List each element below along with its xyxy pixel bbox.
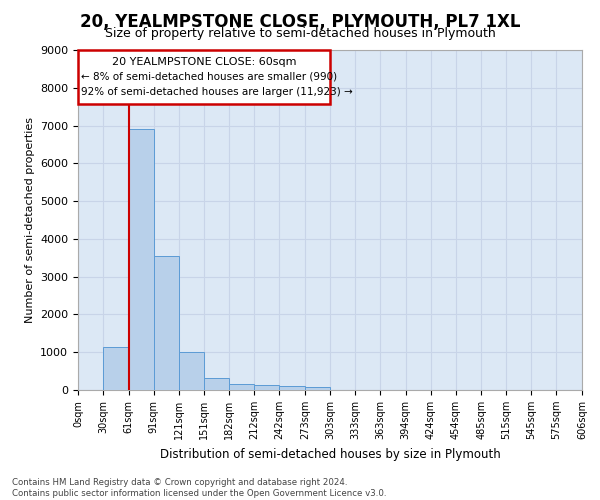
Bar xyxy=(129,130,154,390)
Bar xyxy=(103,348,129,390)
Bar xyxy=(179,352,203,390)
Text: ← 8% of semi-detached houses are smaller (990): ← 8% of semi-detached houses are smaller… xyxy=(82,72,337,82)
Text: 20 YEALMPSTONE CLOSE: 60sqm: 20 YEALMPSTONE CLOSE: 60sqm xyxy=(112,57,296,67)
Bar xyxy=(305,387,330,390)
X-axis label: Distribution of semi-detached houses by size in Plymouth: Distribution of semi-detached houses by … xyxy=(160,448,500,460)
Text: 92% of semi-detached houses are larger (11,923) →: 92% of semi-detached houses are larger (… xyxy=(82,87,353,97)
Bar xyxy=(229,384,254,390)
Bar xyxy=(154,256,179,390)
FancyBboxPatch shape xyxy=(78,50,330,104)
Bar xyxy=(203,378,229,390)
Text: Size of property relative to semi-detached houses in Plymouth: Size of property relative to semi-detach… xyxy=(104,28,496,40)
Text: 20, YEALMPSTONE CLOSE, PLYMOUTH, PL7 1XL: 20, YEALMPSTONE CLOSE, PLYMOUTH, PL7 1XL xyxy=(80,12,520,30)
Y-axis label: Number of semi-detached properties: Number of semi-detached properties xyxy=(25,117,35,323)
Bar xyxy=(279,386,305,390)
Bar xyxy=(254,385,279,390)
Text: Contains HM Land Registry data © Crown copyright and database right 2024.
Contai: Contains HM Land Registry data © Crown c… xyxy=(12,478,386,498)
